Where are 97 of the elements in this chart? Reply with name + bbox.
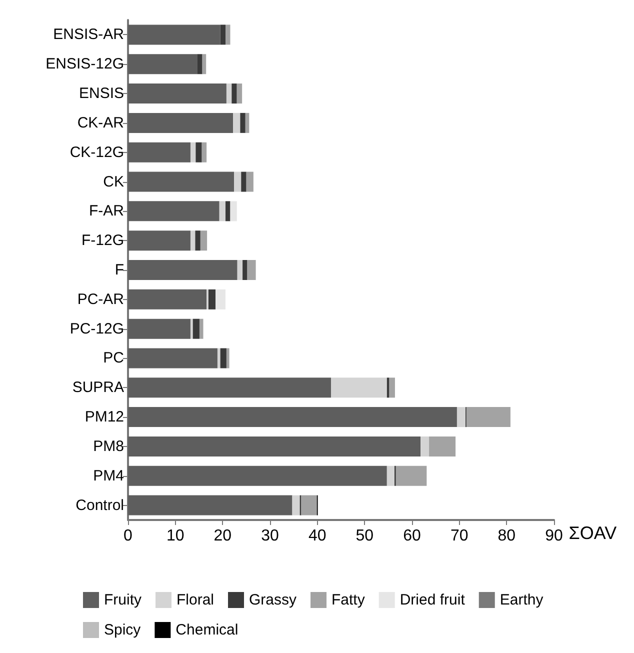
y-tick-label: CK-12G xyxy=(70,144,124,161)
bar xyxy=(220,348,226,368)
legend-label: Grassy xyxy=(249,592,298,608)
y-tick-label: PC-12G xyxy=(70,320,124,338)
bar xyxy=(236,84,242,104)
bar xyxy=(386,378,390,398)
y-tick-label: PM4 xyxy=(93,467,124,484)
y-tick-label: PM8 xyxy=(93,438,124,455)
bar xyxy=(232,84,237,104)
x-tick-label: 40 xyxy=(308,528,326,544)
y-tick-label: ENSIS xyxy=(78,85,124,102)
y-tick-label: F-12G xyxy=(81,232,124,250)
bar xyxy=(192,318,200,339)
bar xyxy=(208,289,216,310)
bar xyxy=(128,230,190,251)
bar xyxy=(456,407,466,428)
bar xyxy=(128,54,198,74)
x-axis-title: ΣOAV xyxy=(568,523,617,543)
bar xyxy=(429,436,456,456)
bar xyxy=(190,318,193,339)
x-tick-label: 70 xyxy=(450,528,468,544)
bar xyxy=(331,378,387,398)
bar xyxy=(128,260,238,280)
bar xyxy=(389,378,395,398)
bar xyxy=(226,24,230,45)
bar xyxy=(226,201,230,222)
bar xyxy=(242,260,248,280)
bar xyxy=(195,230,200,251)
x-tick-label: 20 xyxy=(214,528,232,544)
bar xyxy=(240,112,246,133)
bar xyxy=(237,260,243,280)
y-tick-label: ENSIS-AR xyxy=(53,26,124,44)
x-tick-label: 10 xyxy=(166,528,184,544)
legend-label: Fruity xyxy=(104,592,142,608)
bar xyxy=(386,466,394,486)
bar xyxy=(202,54,206,74)
legend-label: Spicy xyxy=(104,622,142,638)
bar xyxy=(216,289,226,310)
bar xyxy=(128,495,292,516)
bar xyxy=(241,172,246,192)
bar xyxy=(128,112,234,133)
bar xyxy=(247,260,256,280)
legend-label: Dried fruit xyxy=(400,592,466,608)
bar xyxy=(128,142,190,162)
bar xyxy=(190,142,196,162)
bar xyxy=(128,466,387,486)
bar xyxy=(226,84,232,104)
bar xyxy=(197,54,202,74)
x-tick-label: 50 xyxy=(356,528,374,544)
bar xyxy=(128,201,220,222)
bar xyxy=(245,112,250,133)
y-tick-label: Control xyxy=(76,496,124,514)
x-tick-label: 60 xyxy=(403,528,421,544)
bar xyxy=(128,318,190,339)
bar xyxy=(420,436,430,456)
bar xyxy=(128,24,220,45)
bar xyxy=(219,201,226,222)
bar xyxy=(396,466,427,486)
bar xyxy=(196,142,202,162)
legend-label: Chemical xyxy=(176,622,238,638)
x-tick-label: 30 xyxy=(261,528,279,544)
y-tick-label: PC xyxy=(103,350,124,367)
y-tick-label: CK xyxy=(103,173,124,190)
legend-label: Earthy xyxy=(500,592,544,608)
bar xyxy=(128,407,457,428)
y-tick-label: CK-AR xyxy=(77,114,124,132)
bar xyxy=(217,348,220,368)
y-tick-label: F xyxy=(114,262,124,278)
bar xyxy=(202,142,207,162)
bar xyxy=(199,318,204,339)
bar xyxy=(466,407,510,428)
bar xyxy=(292,495,300,516)
bar xyxy=(301,495,317,516)
bar xyxy=(128,84,226,104)
legend-label: Floral xyxy=(176,592,214,608)
bar xyxy=(128,348,218,368)
x-tick-label: 90 xyxy=(545,528,563,544)
legend-label: Fatty xyxy=(332,592,366,608)
bar xyxy=(190,230,196,251)
y-tick-label: PM12 xyxy=(84,408,124,426)
bar xyxy=(246,172,254,192)
bar xyxy=(128,378,332,398)
y-tick-label: SUPRA xyxy=(72,379,124,396)
bar xyxy=(233,112,240,133)
bar xyxy=(230,201,237,222)
bar xyxy=(128,436,421,456)
bar xyxy=(128,289,207,310)
bar xyxy=(220,24,226,45)
bar xyxy=(234,172,242,192)
y-tick-label: PC-AR xyxy=(77,290,124,308)
x-tick-label: 0 xyxy=(124,528,133,544)
bar xyxy=(128,172,234,192)
y-tick-label: F-AR xyxy=(89,202,124,220)
bar xyxy=(200,230,208,251)
x-tick-label: 80 xyxy=(498,528,516,544)
bar xyxy=(226,348,230,368)
y-tick-label: ENSIS-12G xyxy=(46,56,124,73)
